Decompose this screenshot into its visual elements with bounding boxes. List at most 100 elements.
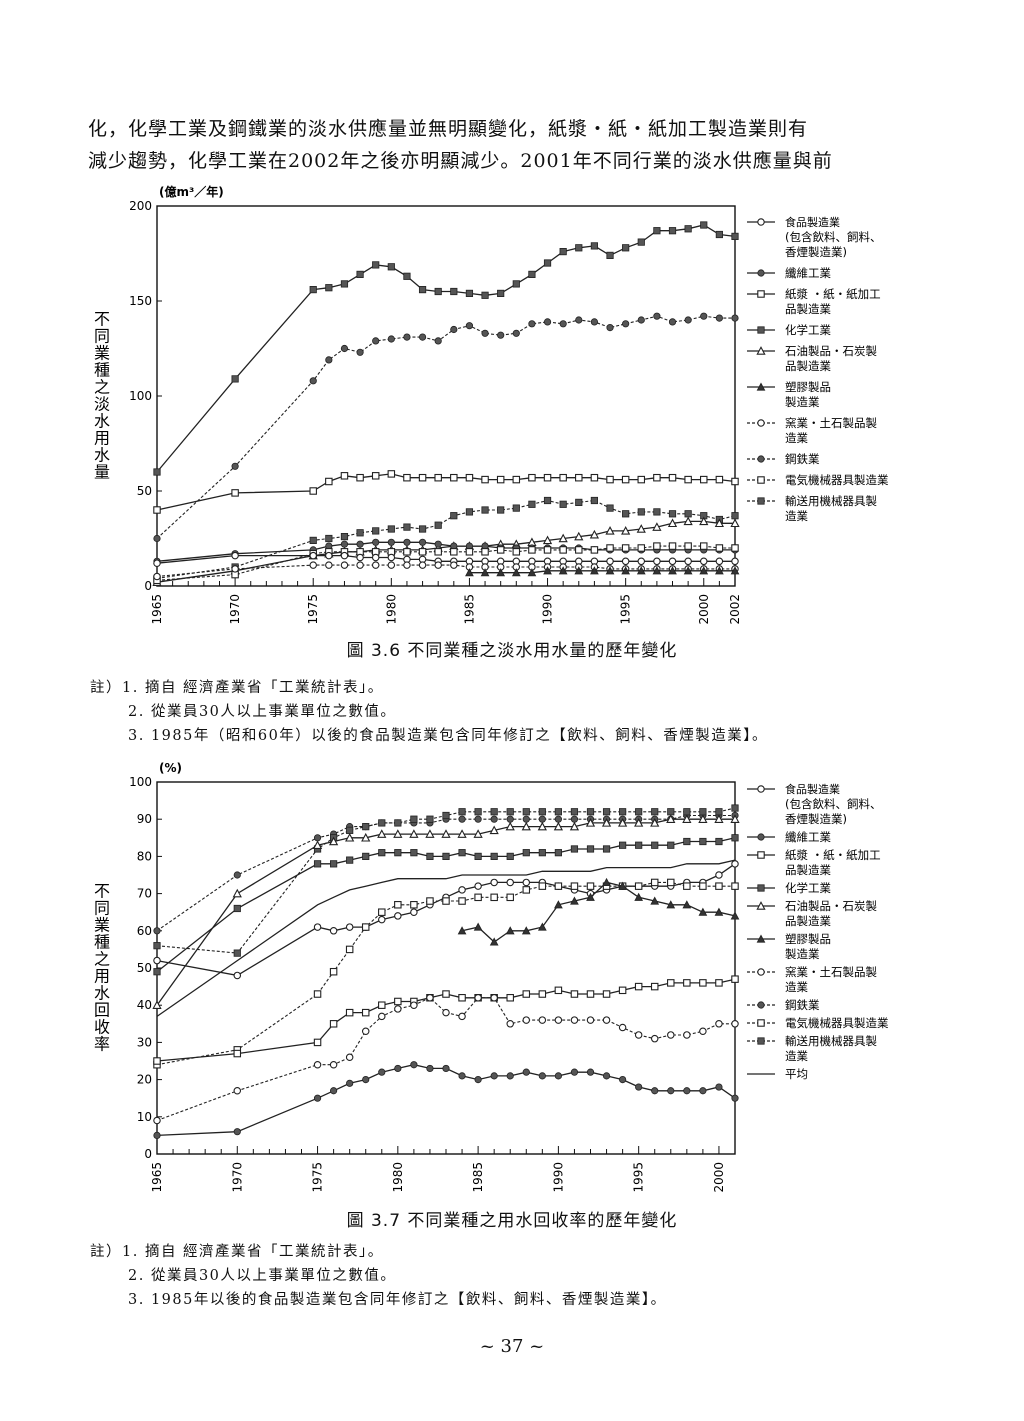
data-point bbox=[731, 477, 739, 486]
data-point bbox=[731, 557, 739, 566]
data-point bbox=[410, 901, 418, 909]
series-輸送用機械器具製造業 bbox=[153, 804, 739, 957]
series-line bbox=[156, 859, 736, 1017]
data-point bbox=[426, 852, 434, 860]
data-point bbox=[458, 1012, 466, 1021]
data-point bbox=[586, 845, 595, 853]
data-point bbox=[387, 538, 395, 546]
legend-marker bbox=[757, 1037, 765, 1045]
note-line: 註）1. 摘自 經濟產業省「工業統計表」。 bbox=[90, 680, 384, 696]
series-塑膠製品製造業 bbox=[465, 566, 740, 577]
data-point bbox=[403, 538, 411, 546]
data-point bbox=[521, 926, 531, 935]
data-point bbox=[345, 923, 354, 931]
data-point bbox=[425, 829, 435, 838]
unit-label: (億m³／年) bbox=[159, 184, 224, 199]
x-tick-label: 1990 bbox=[551, 1162, 565, 1193]
data-point bbox=[372, 261, 380, 269]
data-point bbox=[586, 1068, 595, 1076]
data-point bbox=[377, 829, 387, 838]
data-point bbox=[309, 286, 317, 294]
y-tick-label: 20 bbox=[137, 1073, 152, 1087]
data-point bbox=[537, 821, 547, 831]
data-point bbox=[683, 516, 693, 526]
series-化学工業 bbox=[153, 834, 739, 976]
y-axis-title-char: 率 bbox=[94, 1035, 110, 1054]
x-tick-label: 1990 bbox=[541, 594, 555, 625]
data-point bbox=[474, 808, 482, 816]
legend-label: 品製造業 bbox=[785, 914, 831, 928]
data-point bbox=[378, 1001, 386, 1009]
data-point bbox=[153, 534, 161, 543]
x-tick-label: 1995 bbox=[619, 594, 633, 625]
chart-freshwater-usage: (億m³／年) 不同業種之淡水用水量 0 50 100 150 200 1965 1970 197… bbox=[94, 184, 889, 625]
series-line bbox=[156, 1064, 736, 1137]
data-point bbox=[714, 907, 724, 916]
data-point bbox=[442, 852, 450, 860]
legend-label: 輸送用機械器具製 bbox=[785, 1034, 877, 1048]
data-point bbox=[153, 1116, 161, 1125]
notes-figure-3-7: 註）1. 摘自 經濟產業省「工業統計表」。 2. 從業員30人以上事業單位之數值… bbox=[90, 1240, 667, 1312]
data-point bbox=[442, 990, 450, 998]
data-point bbox=[522, 1016, 531, 1024]
data-point bbox=[668, 318, 677, 326]
data-point bbox=[570, 882, 579, 890]
data-point bbox=[474, 815, 482, 823]
y-axis-title-char: 收 bbox=[94, 1018, 110, 1037]
x-tick-label: 1975 bbox=[311, 1162, 325, 1193]
data-point bbox=[361, 1008, 370, 1017]
data-point bbox=[575, 546, 583, 554]
data-point bbox=[403, 548, 411, 556]
data-point bbox=[309, 551, 317, 560]
data-point bbox=[511, 568, 521, 577]
data-point bbox=[434, 521, 442, 529]
legend-label: 造業 bbox=[785, 1049, 808, 1063]
y-tick-label: 30 bbox=[137, 1035, 152, 1049]
data-point bbox=[362, 823, 370, 831]
data-point bbox=[465, 508, 474, 516]
data-point bbox=[371, 561, 380, 569]
data-point bbox=[346, 1079, 354, 1087]
y-axis-title-char: 業 bbox=[94, 916, 110, 935]
data-point bbox=[481, 475, 489, 484]
data-point bbox=[506, 815, 514, 823]
data-point bbox=[418, 473, 427, 482]
data-point bbox=[602, 845, 611, 853]
data-point bbox=[490, 1072, 498, 1080]
data-point bbox=[731, 860, 739, 868]
data-point bbox=[372, 337, 380, 345]
data-point bbox=[340, 472, 349, 480]
data-point bbox=[731, 882, 739, 890]
series-輸送用機械器具製造業 bbox=[153, 496, 739, 583]
x-tick-label: 1995 bbox=[632, 1162, 646, 1193]
data-point bbox=[325, 534, 333, 543]
data-point bbox=[586, 808, 595, 816]
legend-label: 品製造業 bbox=[785, 863, 831, 877]
legend-label: 塑膠製品 bbox=[785, 932, 831, 946]
data-point bbox=[313, 923, 322, 931]
data-point bbox=[434, 540, 442, 548]
data-point bbox=[418, 333, 427, 341]
legend-marker bbox=[757, 1019, 765, 1027]
data-point bbox=[650, 1034, 659, 1043]
legend-marker bbox=[757, 218, 765, 226]
data-point bbox=[575, 498, 583, 507]
data-point bbox=[442, 1008, 450, 1017]
data-point bbox=[340, 344, 349, 353]
data-point bbox=[378, 849, 386, 857]
data-point bbox=[418, 538, 427, 546]
data-point bbox=[715, 871, 723, 879]
data-point bbox=[570, 1068, 579, 1076]
data-point bbox=[684, 316, 692, 324]
data-point bbox=[619, 1075, 627, 1084]
data-point bbox=[683, 1031, 691, 1039]
data-point bbox=[543, 566, 552, 575]
data-point bbox=[651, 808, 659, 816]
legend-label: (包含飲料、飼料、 bbox=[785, 230, 882, 244]
data-point bbox=[574, 566, 584, 575]
data-point bbox=[474, 994, 482, 1002]
data-point bbox=[699, 808, 707, 816]
data-point bbox=[394, 901, 402, 909]
data-point bbox=[602, 1072, 611, 1080]
